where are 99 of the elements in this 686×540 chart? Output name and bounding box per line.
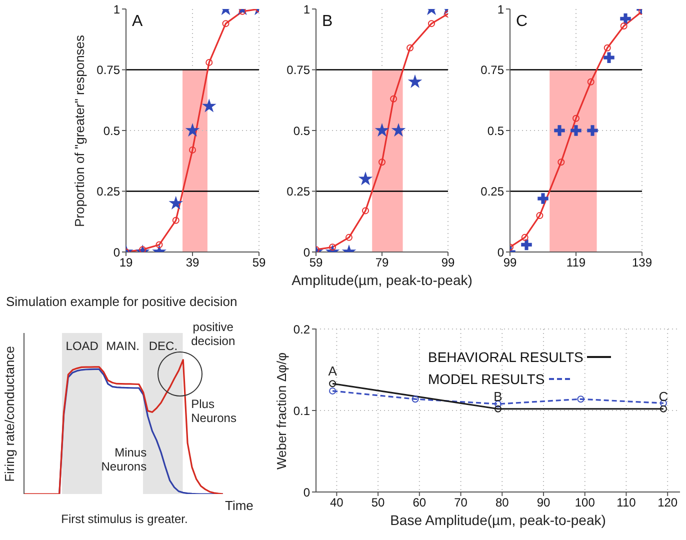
point (604, 52, 614, 63)
x-tick-label: 79 (375, 256, 389, 270)
x-tick-label: 110 (616, 496, 636, 510)
chart-title: A (132, 13, 143, 31)
x-tick-label: 119 (566, 256, 586, 270)
chart-title: Simulation example for positive decision (6, 294, 238, 309)
x-tick-label: 40 (330, 496, 344, 510)
annotation: A (328, 364, 338, 379)
x-tick-label: 70 (454, 496, 468, 510)
point (554, 125, 565, 136)
x-tick-label: 50 (371, 496, 386, 510)
point (572, 114, 580, 122)
y-tick-label: 0.25 (286, 184, 310, 199)
point (412, 396, 419, 403)
y-tick-label: 0 (497, 245, 504, 260)
x-tick-label: 100 (574, 496, 596, 510)
text: positive decision (191, 320, 236, 348)
point (577, 396, 584, 403)
point (620, 13, 631, 24)
x-tick-label: 80 (495, 496, 510, 510)
x-tick-label: 90 (536, 496, 550, 510)
y-tick-label: 0.25 (96, 184, 120, 199)
point (378, 158, 386, 166)
point (156, 241, 163, 248)
point (329, 387, 336, 394)
series-label: Minus Neurons (101, 445, 147, 474)
text: LOAD (66, 339, 98, 354)
y-axis-title: Firing rate/conductance (2, 346, 18, 482)
point (362, 207, 369, 214)
x-axis-title: Time (225, 498, 254, 513)
point (185, 122, 200, 137)
y-tick-label: 0 (303, 485, 310, 500)
point (189, 146, 196, 154)
point (346, 234, 352, 241)
point (390, 95, 398, 102)
x-axis-title: Base Amplitude(µm, peak-to-peak) (389, 512, 607, 528)
point (406, 44, 414, 52)
y-tick-label: 0.75 (96, 63, 120, 78)
x-tick-label: 120 (658, 496, 678, 510)
y-tick-label: 0.25 (480, 184, 504, 199)
y-tick-label: 1 (113, 2, 120, 16)
x-tick-label: 99 (441, 256, 455, 270)
legend-label: BEHAVIORAL RESULTS (428, 349, 584, 365)
point (521, 239, 532, 250)
annotation: B (494, 388, 502, 404)
point (202, 98, 216, 112)
point (329, 244, 336, 251)
y-tick-label: 0.5 (293, 124, 310, 138)
point (558, 158, 565, 166)
y-tick-label: 0.75 (286, 63, 310, 78)
text: MAIN. (106, 339, 140, 354)
point (604, 44, 611, 52)
x-axis-title: Amplitude(µm, peak-to-peak) (290, 272, 474, 288)
y-tick-label: 0.75 (480, 63, 504, 78)
point (587, 78, 594, 86)
point (168, 196, 184, 210)
y-tick-label: 0.1 (293, 404, 310, 418)
point (660, 405, 667, 412)
point (570, 125, 582, 136)
point (172, 216, 180, 224)
chart-title: B (322, 13, 333, 31)
point (391, 122, 406, 137)
y-tick-label: 0 (113, 245, 120, 260)
x-tick-label: 139 (632, 256, 652, 270)
point (521, 234, 528, 241)
text: First stimulus is greater. (60, 512, 189, 526)
y-tick-label: 1 (497, 2, 504, 16)
point (329, 380, 336, 388)
y-tick-label: 1 (303, 2, 310, 16)
x-tick-label: 60 (412, 496, 426, 510)
x-tick-label: 59 (309, 256, 323, 270)
point (139, 246, 146, 252)
point (374, 122, 390, 137)
point (358, 172, 373, 186)
y-tick-label: 0.5 (487, 124, 504, 138)
point (238, 9, 246, 15)
x-tick-label: 19 (119, 256, 133, 270)
y-axis-title: Weber fraction Δφ/φ (274, 352, 290, 470)
y-tick-label: 0 (303, 245, 310, 260)
point (206, 58, 213, 66)
series-label: Plus Neurons (191, 396, 236, 425)
annotation: C (658, 388, 668, 404)
y-axis-title: Proportion of "greater" responses (72, 34, 88, 227)
point (408, 74, 422, 88)
point (587, 125, 598, 136)
x-tick-label: 99 (503, 256, 517, 270)
point (494, 405, 502, 412)
point (222, 20, 230, 28)
legend-label: MODEL RESULTS (428, 371, 545, 387)
chart-title: C (516, 13, 528, 31)
point (428, 20, 435, 28)
x-tick-label: 59 (252, 256, 266, 270)
point (538, 193, 548, 204)
x-tick-label: 39 (186, 256, 200, 270)
text: DEC. (148, 339, 178, 354)
point (620, 22, 628, 30)
y-tick-label: 0.5 (103, 124, 120, 138)
point (536, 212, 544, 220)
y-tick-label: 0.2 (293, 322, 310, 336)
